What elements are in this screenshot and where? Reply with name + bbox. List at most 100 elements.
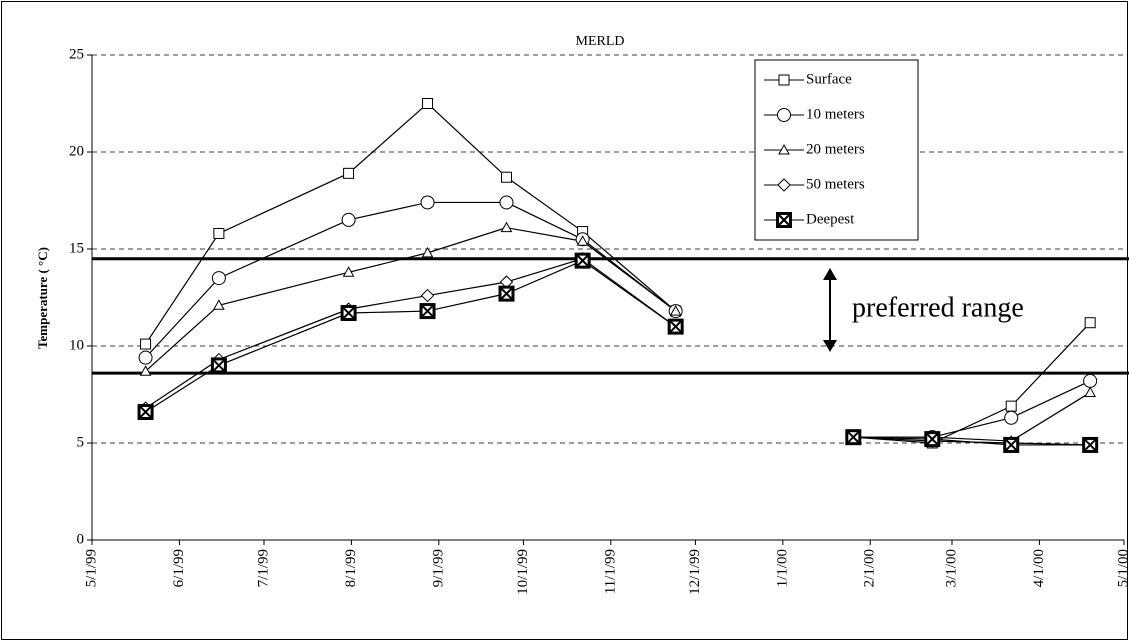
x-tick-label: 5/1/99 (83, 549, 99, 587)
marker-shape (139, 365, 152, 376)
marker (140, 338, 152, 350)
marker (576, 235, 589, 246)
chart-title: MERLD (576, 34, 625, 49)
marker-shape (500, 287, 513, 300)
marker-shape (576, 235, 589, 246)
marker (669, 305, 682, 316)
x-tick-label: 12/1/99 (687, 549, 703, 595)
marker (342, 266, 355, 277)
marker (1082, 436, 1099, 453)
marker (777, 178, 791, 192)
marker-shape (421, 246, 434, 258)
marker-shape (1084, 386, 1097, 398)
y-axis-label: Temperature ( °C) (35, 247, 50, 349)
marker-shape (213, 359, 225, 372)
marker (1084, 317, 1096, 329)
marker-shape (669, 320, 682, 333)
marker-shape (138, 350, 153, 365)
marker (139, 365, 152, 376)
marker-shape (500, 221, 513, 233)
marker (777, 108, 791, 122)
marker-shape (341, 212, 356, 227)
marker (421, 246, 434, 258)
marker-shape (1084, 439, 1096, 451)
legend-label: 50 meters (806, 176, 865, 192)
marker (341, 212, 356, 227)
marker-shape (420, 195, 435, 210)
x-tick-label: 11/1/99 (602, 549, 618, 594)
marker-shape (1005, 439, 1017, 451)
marker-shape (421, 305, 434, 317)
y-tick-label: 15 (69, 240, 84, 256)
marker-shape (778, 143, 790, 155)
marker-shape (420, 288, 435, 303)
marker-shape (576, 254, 589, 267)
marker-shape (847, 431, 860, 443)
marker-shape (777, 108, 791, 122)
marker (420, 195, 435, 210)
y-tick-label: 5 (77, 434, 85, 450)
annotation: preferred range (852, 292, 1024, 323)
x-tick-label: 5/1/00 (1115, 549, 1129, 587)
marker (422, 98, 434, 109)
marker (574, 252, 591, 269)
marker (210, 357, 227, 374)
marker-shape (499, 195, 514, 210)
marker (213, 299, 225, 310)
marker (419, 303, 436, 320)
marker (667, 318, 684, 335)
marker-shape (1084, 317, 1096, 329)
x-tick-label: 3/1/00 (943, 549, 959, 587)
marker-shape (778, 74, 790, 86)
marker-shape (1083, 373, 1098, 388)
legend-label: 10 meters (806, 106, 865, 122)
x-tick-label: 8/1/99 (343, 549, 359, 587)
x-tick-label: 2/1/00 (862, 549, 878, 587)
marker (776, 212, 792, 228)
marker-shape (342, 307, 355, 319)
marker-shape (669, 305, 682, 316)
marker (1005, 400, 1017, 412)
y-tick-label: 25 (69, 46, 84, 62)
marker (498, 285, 515, 302)
marker (778, 143, 790, 155)
marker (211, 271, 226, 286)
y-tick-label: 20 (69, 143, 84, 159)
marker-shape (422, 98, 434, 109)
x-tick-label: 4/1/00 (1031, 549, 1047, 587)
marker-shape (211, 271, 226, 286)
marker-shape (926, 433, 938, 445)
legend-label: Surface (806, 71, 852, 87)
marker (1083, 373, 1098, 388)
marker-shape (213, 299, 225, 310)
marker-shape (500, 171, 512, 183)
marker (420, 288, 435, 303)
x-tick-label: 6/1/99 (171, 549, 187, 587)
marker-shape (342, 266, 355, 277)
marker-shape (778, 214, 790, 226)
marker-shape (139, 406, 152, 418)
marker-shape (140, 338, 152, 350)
marker (343, 167, 355, 179)
marker (924, 431, 941, 448)
marker (845, 429, 862, 446)
legend-label: Deepest (806, 211, 855, 227)
marker-shape (1004, 410, 1019, 425)
marker-shape (777, 178, 791, 192)
marker (499, 195, 514, 210)
marker (778, 74, 790, 86)
x-tick-label: 9/1/99 (430, 549, 446, 587)
marker (137, 403, 154, 420)
x-tick-label: 7/1/99 (255, 549, 271, 587)
marker-shape (343, 167, 355, 179)
x-tick-label: 1/1/00 (774, 549, 790, 587)
legend-label: 20 meters (806, 141, 865, 157)
marker (1084, 386, 1097, 398)
marker (213, 227, 225, 239)
marker (340, 305, 357, 322)
x-tick-label: 10/1/99 (515, 549, 531, 595)
marker (138, 350, 153, 365)
legend: Surface 10 meters 20 meters 50 meters Deepes… (754, 59, 919, 241)
y-tick-label: 0 (77, 531, 85, 547)
